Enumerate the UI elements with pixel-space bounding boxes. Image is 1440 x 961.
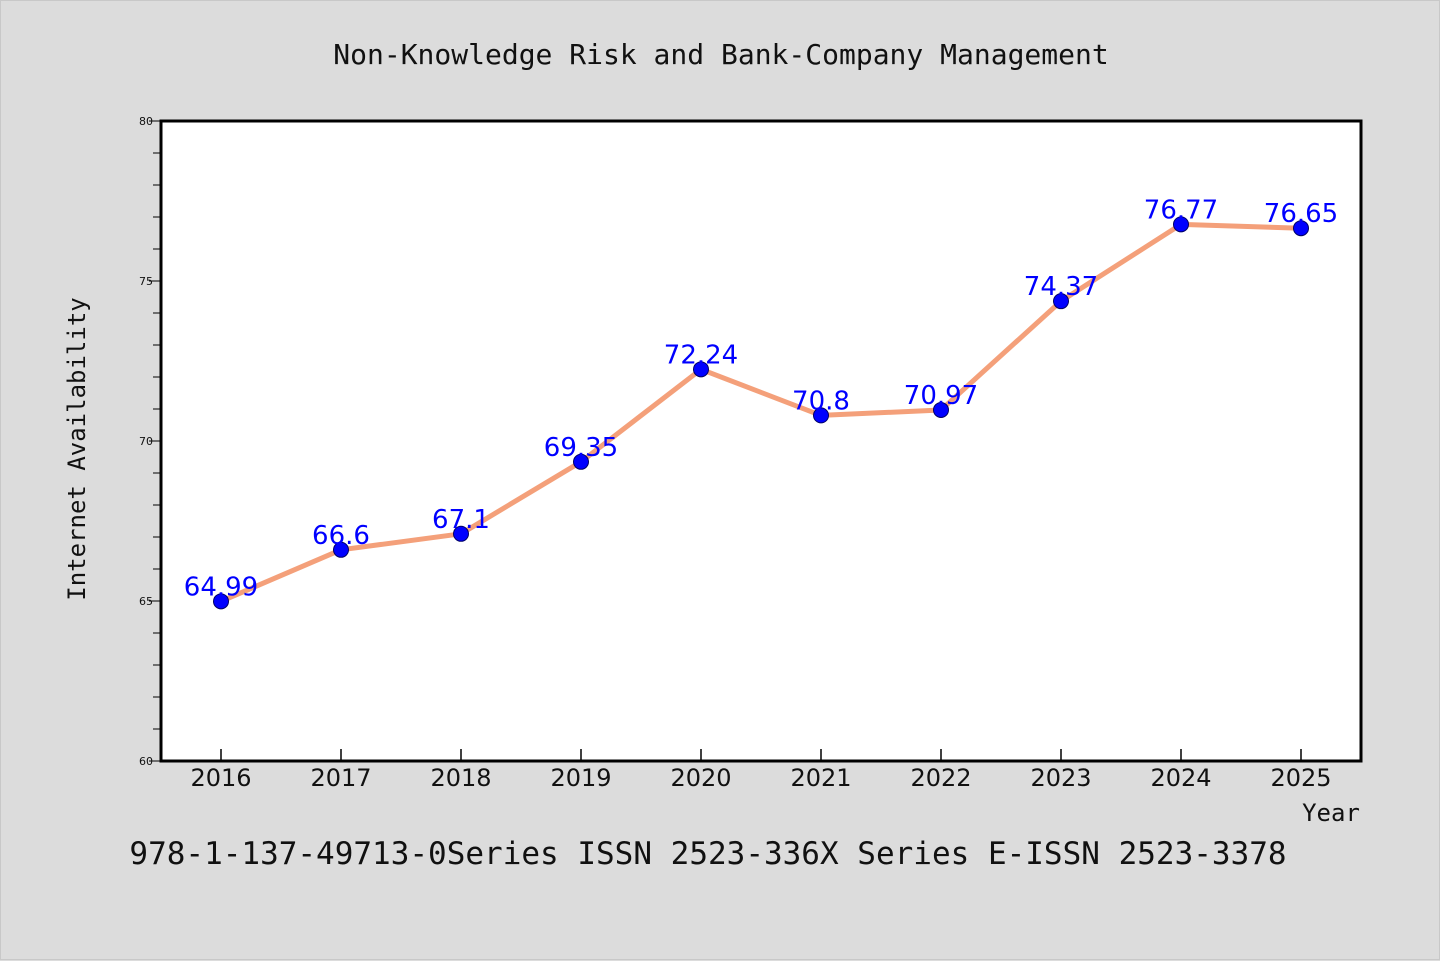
y-tick-label: 80 bbox=[139, 115, 153, 128]
data-point-marker bbox=[1053, 293, 1069, 310]
data-point-label: 67.1 bbox=[432, 505, 490, 535]
plot-area bbox=[159, 119, 1363, 763]
x-axis-label: Year bbox=[1302, 799, 1360, 827]
y-tick-label: 75 bbox=[139, 275, 153, 288]
y-tick-label: 65 bbox=[139, 595, 153, 608]
x-tick-label: 2025 bbox=[1270, 764, 1331, 792]
data-point-marker bbox=[213, 593, 229, 610]
y-axis: 60 65 70 75 80 bbox=[139, 115, 161, 768]
data-point-label: 70.8 bbox=[792, 386, 850, 416]
series-layer bbox=[213, 216, 1309, 610]
data-point-label: 70.97 bbox=[904, 381, 978, 411]
data-point-marker bbox=[933, 401, 949, 418]
x-tick-label: 2017 bbox=[310, 764, 371, 792]
x-axis: 2016 2017 2018 2019 2020 2021 2022 2023 2024 2025 bbox=[190, 749, 1332, 792]
x-tick-label: 2021 bbox=[790, 764, 851, 792]
data-point-label: 66.6 bbox=[312, 521, 370, 551]
x-tick-label: 2020 bbox=[670, 764, 731, 792]
x-tick-label: 2019 bbox=[550, 764, 611, 792]
y-tick-label: 70 bbox=[139, 435, 153, 448]
x-tick-label: 2024 bbox=[1150, 764, 1211, 792]
data-point-label: 64.99 bbox=[184, 572, 258, 602]
series-line bbox=[218, 221, 1304, 604]
data-point-label: 74.37 bbox=[1024, 272, 1098, 302]
data-point-marker bbox=[693, 361, 709, 378]
chart-title: Non-Knowledge Risk and Bank-Company Mana… bbox=[333, 38, 1108, 71]
data-point-marker bbox=[813, 407, 829, 424]
data-point-label: 76.65 bbox=[1264, 199, 1338, 229]
data-point-label: 69.35 bbox=[544, 433, 618, 463]
x-tick-label: 2023 bbox=[1030, 764, 1091, 792]
data-point-label: 76.77 bbox=[1144, 195, 1218, 225]
data-label-layer: 64.99 66.6 67.1 69.35 72.24 70.8 70.97 74.37 76.… bbox=[184, 195, 1338, 602]
data-point-marker bbox=[333, 541, 349, 558]
data-point-marker bbox=[1173, 216, 1189, 233]
x-tick-label: 2018 bbox=[430, 764, 491, 792]
data-point-marker bbox=[573, 453, 589, 470]
data-point-marker bbox=[453, 525, 469, 542]
footer-isbn-text: 978-1-137-49713-0Series ISSN 2523-336X S… bbox=[129, 836, 1286, 872]
data-point-label: 72.24 bbox=[664, 340, 738, 370]
data-point-marker bbox=[1293, 220, 1309, 237]
y-tick-label: 60 bbox=[139, 755, 153, 768]
x-tick-label: 2022 bbox=[910, 764, 971, 792]
y-axis-label: Internet Availability bbox=[63, 297, 91, 600]
x-tick-label: 2016 bbox=[190, 764, 251, 792]
